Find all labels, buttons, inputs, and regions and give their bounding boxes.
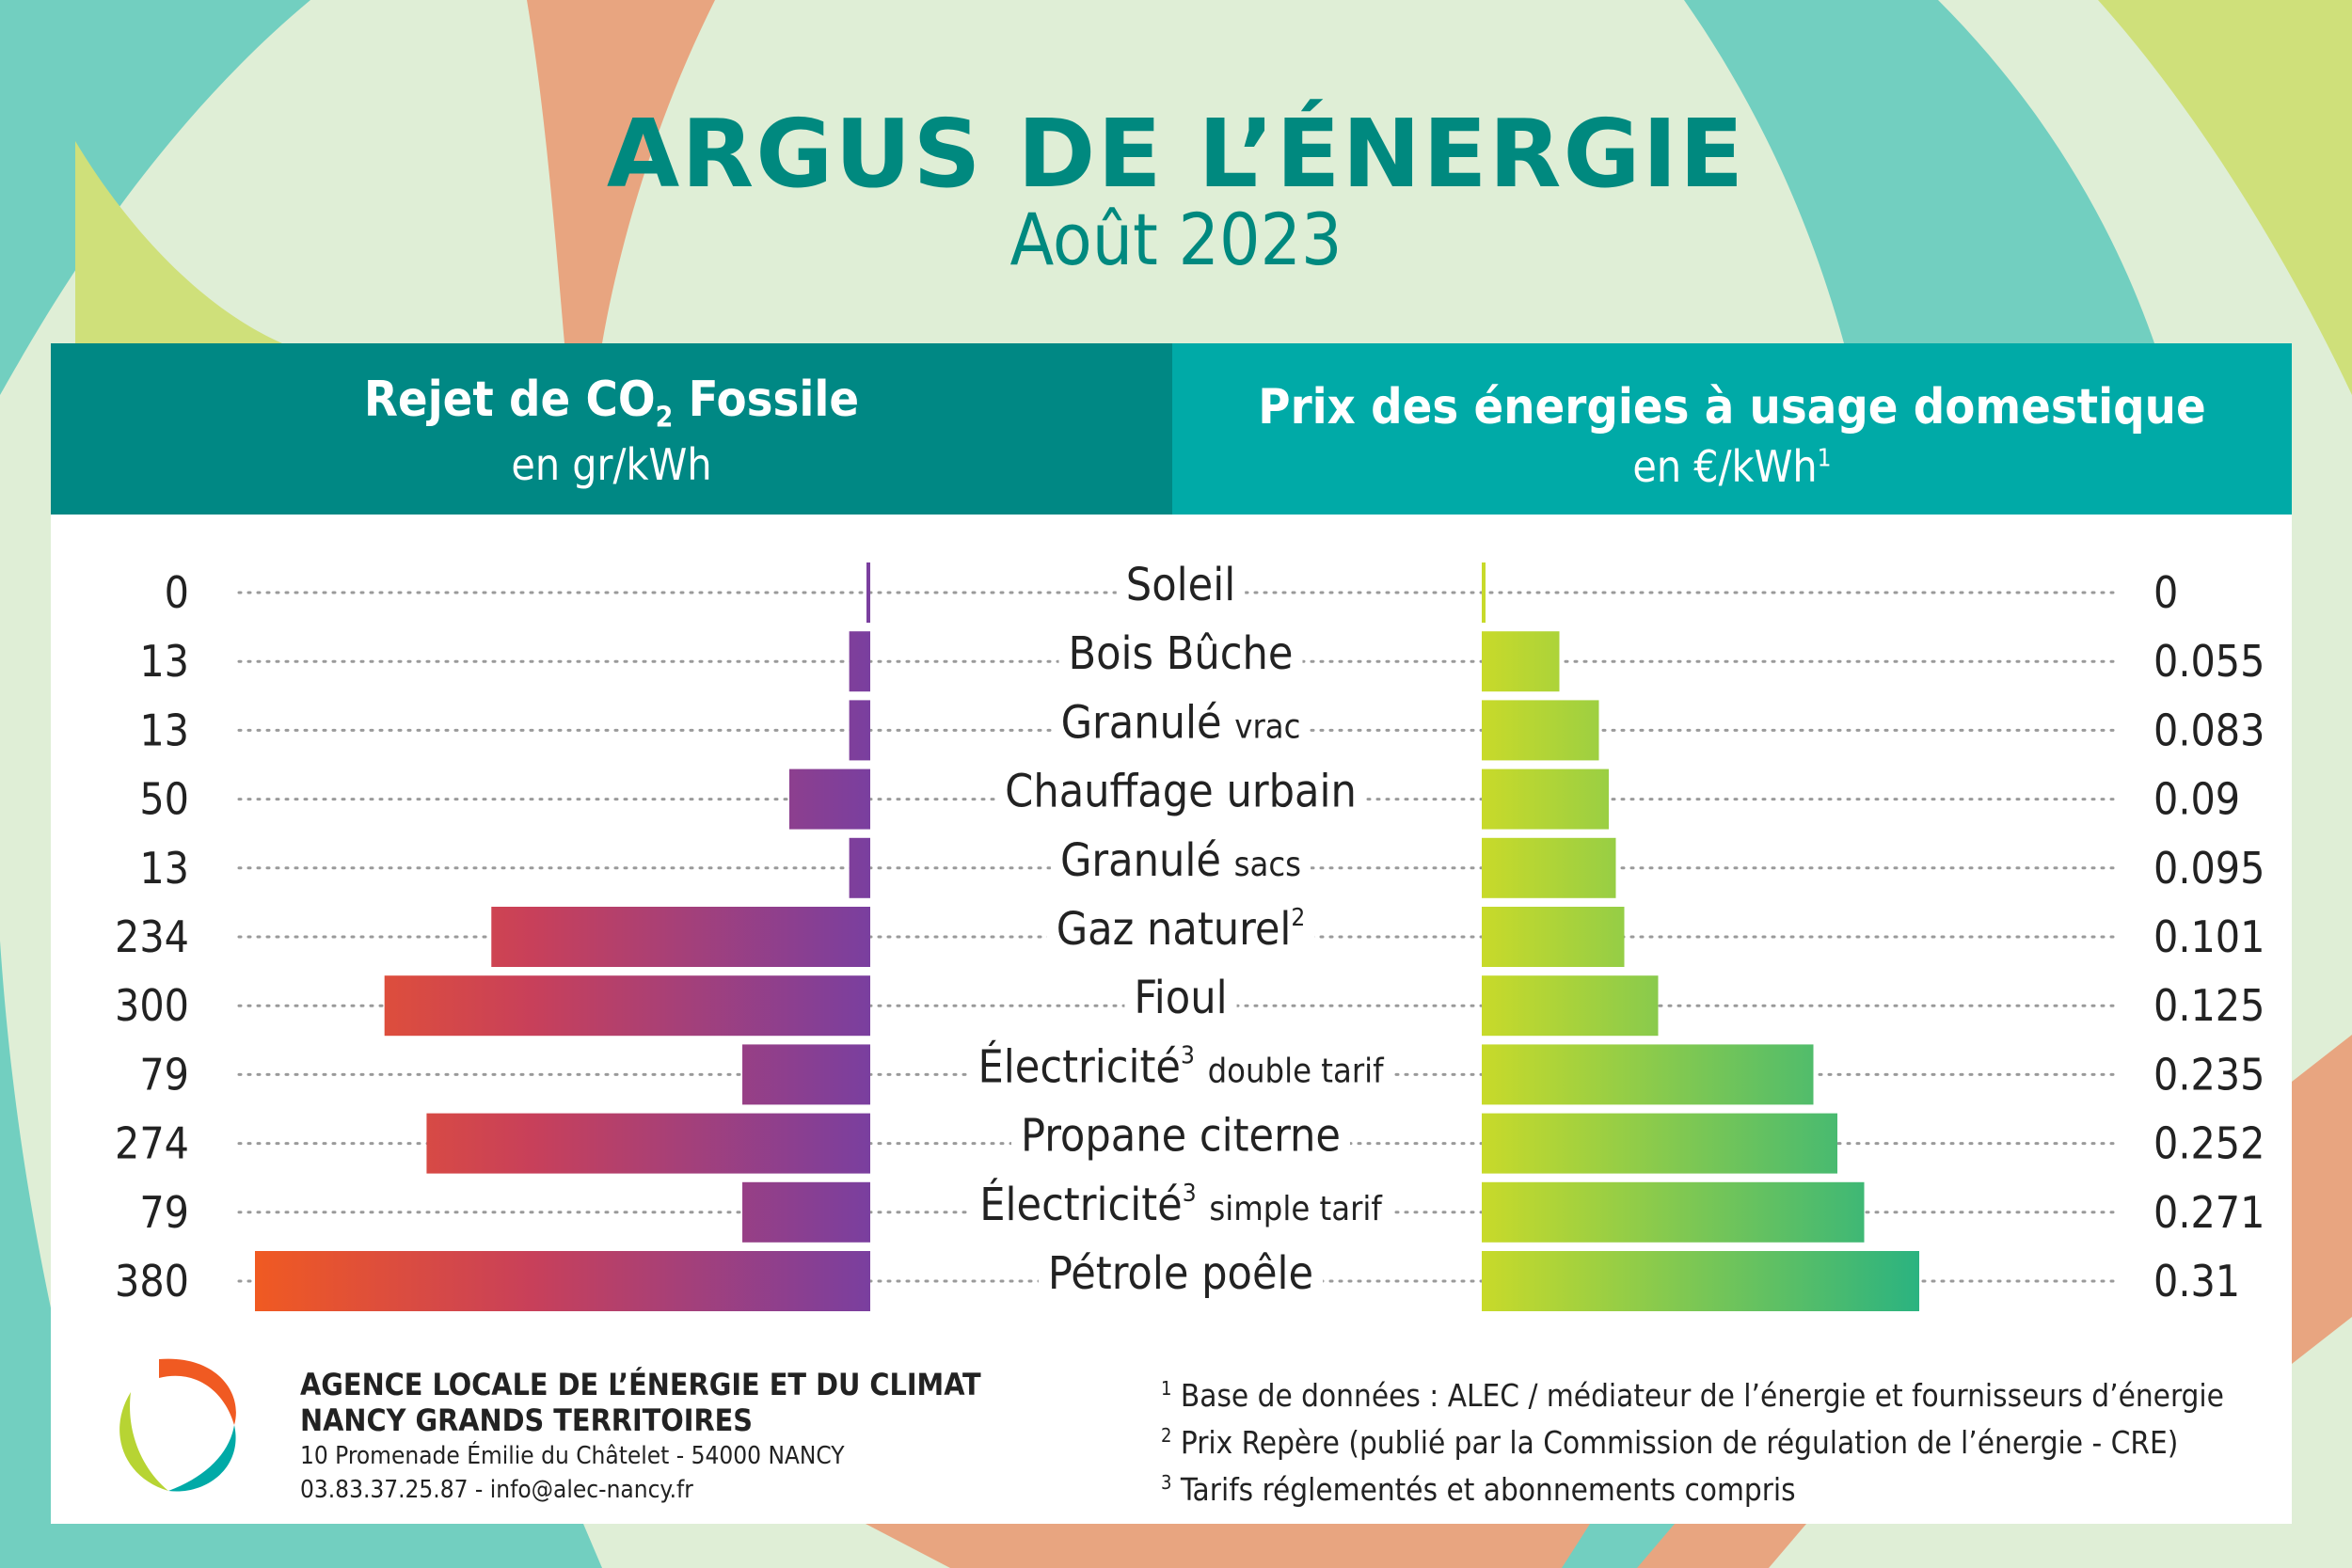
co2-value-label: 380 xyxy=(115,1256,189,1307)
price-bar xyxy=(1482,562,1486,623)
price-bar xyxy=(1482,1251,1919,1311)
category-label: Fioul xyxy=(1134,972,1227,1024)
category-label: Granulé sacs xyxy=(1060,834,1301,887)
agency-address: 10 Promenade Émilie du Châtelet - 54000 … xyxy=(300,1442,845,1470)
category-label: Granulé vrac xyxy=(1061,696,1301,749)
co2-value-label: 300 xyxy=(115,980,189,1031)
footnote-3: 3 Tarifs réglementés et abonnements comp… xyxy=(1161,1471,1796,1508)
co2-bar xyxy=(742,1181,870,1243)
co2-value-label: 13 xyxy=(139,843,189,894)
category-label: Propane citerne xyxy=(1021,1110,1341,1163)
co2-bar xyxy=(849,631,870,692)
co2-value-label: 13 xyxy=(139,636,189,687)
category-label-background xyxy=(1058,633,1303,690)
category-label-background xyxy=(968,1046,1395,1103)
agency-name-line1: AGENCE LOCALE DE L’ÉNERGIE ET DU CLIMAT xyxy=(300,1367,981,1402)
price-value-label: 0.31 xyxy=(2153,1256,2240,1307)
co2-value-label: 234 xyxy=(115,911,189,962)
price-value-label: 0.101 xyxy=(2153,911,2265,962)
co2-bar xyxy=(491,907,870,967)
chart-card: Rejet de CO2 Fossile en gr/kWh Prix des … xyxy=(51,343,2292,1524)
category-label-background xyxy=(1011,1115,1350,1172)
price-bar xyxy=(1482,631,1560,692)
price-value-label: 0 xyxy=(2153,567,2178,618)
category-label: Électricité3 double tarif xyxy=(977,1039,1385,1093)
category-label: Soleil xyxy=(1126,559,1235,611)
co2-value-label: 79 xyxy=(139,1049,189,1100)
footnotes: 1 Base de données : ALEC / médiateur de … xyxy=(1161,1369,2224,1510)
agency-name-line2: NANCY GRANDS TERRITOIRES xyxy=(300,1402,754,1438)
price-header-unit: en €/kWh1 xyxy=(1632,441,1832,492)
price-value-label: 0.252 xyxy=(2153,1118,2265,1169)
co2-header-unit: en gr/kWh xyxy=(511,439,712,491)
agency-contact[interactable]: 03.83.37.25.87 - info@alec-nancy.fr xyxy=(300,1476,693,1504)
co2-bar xyxy=(788,768,870,830)
price-bar xyxy=(1482,1181,1865,1243)
co2-value-label: 274 xyxy=(115,1118,189,1169)
price-value-label: 0.235 xyxy=(2153,1049,2265,1100)
category-label-background xyxy=(1038,1253,1324,1309)
co2-value-label: 50 xyxy=(139,774,189,825)
category-label-background xyxy=(1050,839,1311,896)
category-label: Bois Bûche xyxy=(1069,627,1294,680)
price-value-label: 0.083 xyxy=(2153,705,2265,755)
co2-bar xyxy=(866,562,870,623)
co2-value-label: 0 xyxy=(165,567,189,618)
co2-bar xyxy=(742,1044,870,1105)
footnote-2: 2 Prix Repère (publié par la Commission … xyxy=(1161,1424,2179,1461)
category-label: Chauffage urbain xyxy=(1005,766,1357,818)
price-value-label: 0.095 xyxy=(2153,843,2265,894)
bar-chart: 0 0 Soleil 13 0.055 Bois Bûche 13 0.083 Granulé … xyxy=(115,559,2265,1311)
price-value-label: 0.125 xyxy=(2153,980,2265,1031)
co2-bar xyxy=(849,837,870,898)
co2-header-title: Rejet de CO2 Fossile xyxy=(363,372,860,435)
co2-bar xyxy=(849,700,870,761)
price-bar xyxy=(1482,700,1599,761)
price-bar xyxy=(1482,1044,1814,1105)
co2-bar xyxy=(255,1251,870,1311)
category-label: Pétrole poêle xyxy=(1048,1247,1313,1300)
category-label-background xyxy=(1124,977,1237,1035)
category-label-background xyxy=(995,770,1366,828)
category-label: Gaz naturel2 xyxy=(1057,903,1306,956)
category-label-background xyxy=(1046,909,1315,965)
price-bar xyxy=(1482,768,1609,830)
category-label-background xyxy=(1116,564,1246,621)
price-header: Prix des énergies à usage domestique en … xyxy=(1172,343,2292,515)
co2-bar xyxy=(384,975,870,1037)
co2-value-label: 13 xyxy=(139,705,189,755)
category-label-background xyxy=(970,1183,1393,1241)
price-bar xyxy=(1482,1113,1837,1174)
page-subtitle: Août 2023 xyxy=(1009,198,1343,281)
price-value-label: 0.09 xyxy=(2153,774,2240,825)
category-label-background xyxy=(1051,702,1311,759)
category-label: Électricité3 simple tarif xyxy=(979,1178,1383,1231)
price-header-title: Prix des énergies à usage domestique xyxy=(1258,379,2206,436)
footnote-1: 1 Base de données : ALEC / médiateur de … xyxy=(1161,1377,2224,1414)
alec-logo xyxy=(119,1358,236,1492)
co2-header: Rejet de CO2 Fossile en gr/kWh xyxy=(51,343,1172,515)
price-bar xyxy=(1482,907,1625,967)
page-title: ARGUS DE L’ÉNERGIE xyxy=(606,99,1746,209)
co2-bar xyxy=(426,1113,870,1174)
co2-value-label: 79 xyxy=(139,1187,189,1238)
price-bar xyxy=(1482,837,1616,898)
price-value-label: 0.055 xyxy=(2153,636,2265,687)
price-bar xyxy=(1482,975,1659,1037)
price-value-label: 0.271 xyxy=(2153,1187,2265,1238)
